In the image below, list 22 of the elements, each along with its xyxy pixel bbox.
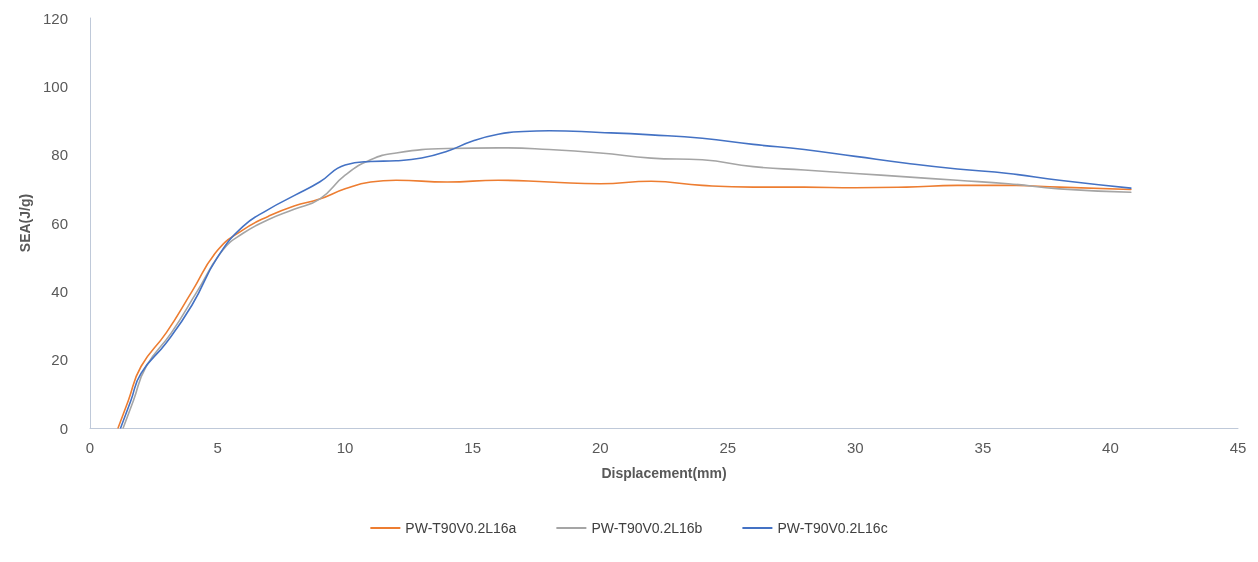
- y-tick-label: 60: [51, 214, 68, 232]
- x-tick-label: 15: [464, 439, 482, 456]
- y-tick-label: 80: [51, 146, 68, 164]
- y-axis-title: SEA(J/g): [17, 193, 33, 253]
- x-tick-label: 5: [213, 439, 222, 456]
- y-tick-label: 0: [59, 419, 68, 437]
- legend-label: PW-T90V0.2L16a: [405, 520, 517, 536]
- x-tick-label: 0: [85, 439, 95, 456]
- y-tick-label: 40: [51, 282, 68, 300]
- x-tick-label: 25: [719, 439, 737, 456]
- x-axis-title: Displacement(mm): [601, 465, 727, 481]
- x-tick-label: 40: [1102, 439, 1119, 456]
- y-tick-label: 20: [51, 351, 68, 369]
- y-tick-label: 100: [42, 77, 68, 95]
- x-tick-label: 35: [974, 439, 992, 456]
- x-tick-label: 10: [336, 439, 354, 456]
- legend-label: PW-T90V0.2L16c: [777, 520, 888, 536]
- x-tick-label: 45: [1229, 439, 1247, 456]
- x-tick-label: 30: [846, 439, 864, 456]
- x-tick-label: 20: [591, 439, 609, 456]
- legend-label: PW-T90V0.2L16b: [591, 520, 703, 536]
- y-tick-label: 120: [42, 9, 68, 27]
